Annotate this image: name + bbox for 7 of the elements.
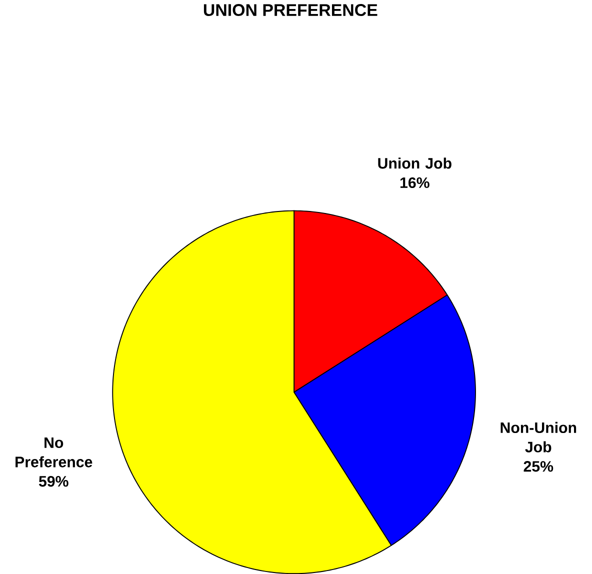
data-label: 59% <box>38 476 68 487</box>
data-label: 16% <box>400 177 430 188</box>
slice-label: Non-Union Job <box>500 422 576 452</box>
slice-label: Union Job <box>378 158 452 169</box>
slice-label: No Preference <box>16 437 92 468</box>
data-label: 25% <box>524 460 554 472</box>
chart-title: UNION PREFERENCE <box>204 4 378 16</box>
